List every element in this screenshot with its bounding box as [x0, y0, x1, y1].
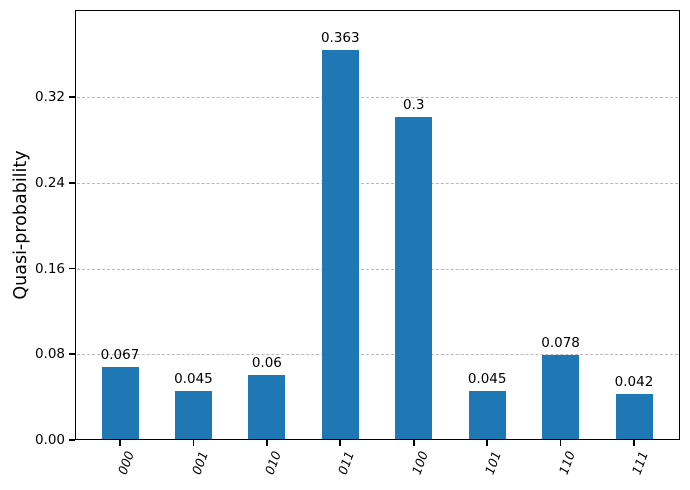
- x-tick-label: 111: [628, 449, 652, 477]
- y-tick-label: 0.24: [34, 174, 65, 191]
- y-tick-label: 0.00: [34, 432, 65, 448]
- bar: [321, 49, 359, 439]
- bar: [395, 117, 433, 439]
- bar-value-label: 0.045: [467, 370, 507, 387]
- x-tick-label: 100: [408, 449, 431, 477]
- bar-value-label: 0.363: [320, 29, 360, 46]
- y-axis-label: Quasi-probability: [11, 150, 31, 300]
- x-axis-tick: [486, 440, 488, 446]
- x-axis-tick: [633, 440, 635, 446]
- y-axis-tick: [69, 181, 75, 184]
- x-tick-label: 110: [555, 449, 578, 477]
- x-tick-label: 011: [335, 449, 358, 477]
- bar: [615, 393, 653, 439]
- bar-value-label: 0.042: [614, 373, 654, 390]
- y-axis-tick: [69, 353, 75, 356]
- bar: [542, 355, 580, 439]
- bar-value-label: 0.3: [402, 97, 425, 114]
- bar: [248, 374, 286, 439]
- y-tick-label: 0.08: [34, 346, 65, 363]
- x-tick-label: 101: [481, 449, 505, 477]
- x-tick-label: 010: [261, 449, 284, 477]
- bar-value-label: 0.078: [541, 335, 580, 352]
- x-axis-tick: [412, 440, 415, 446]
- x-tick-label: 001: [188, 449, 211, 477]
- gridline: [77, 354, 678, 356]
- x-axis-tick: [266, 440, 268, 446]
- y-tick-label: 0.32: [34, 89, 65, 106]
- y-axis-tick: [69, 439, 75, 441]
- bar: [468, 390, 506, 439]
- bar-value-label: 0.06: [251, 354, 282, 371]
- y-axis-tick: [69, 267, 75, 270]
- x-axis-tick: [339, 440, 342, 446]
- bar: [174, 390, 212, 439]
- x-tick-label: 000: [114, 449, 138, 477]
- gridline: [77, 97, 678, 99]
- x-axis-tick: [119, 440, 121, 446]
- bar-value-label: 0.067: [100, 347, 140, 364]
- bar-value-label: 0.045: [174, 370, 213, 387]
- gridline: [77, 268, 678, 270]
- x-axis-tick: [559, 440, 562, 446]
- bar: [101, 367, 139, 439]
- y-axis-tick: [69, 96, 75, 98]
- y-tick-label: 0.16: [34, 260, 65, 277]
- gridline: [77, 182, 678, 184]
- x-axis-tick: [192, 440, 195, 446]
